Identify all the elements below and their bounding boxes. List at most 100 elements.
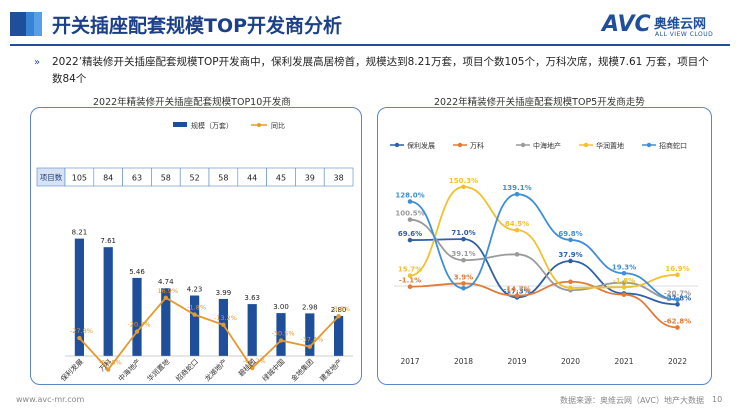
x-tick-label: 2021 bbox=[614, 357, 633, 366]
growth-point bbox=[163, 295, 168, 300]
series-point bbox=[461, 257, 466, 263]
bar-value-label: 4.23 bbox=[187, 286, 203, 294]
project-count-value: 58 bbox=[218, 174, 228, 183]
bar bbox=[247, 304, 257, 356]
category-label: 招商蛇口 bbox=[174, 357, 200, 383]
series-point bbox=[568, 258, 573, 264]
series-point bbox=[621, 292, 627, 298]
series-point bbox=[514, 293, 520, 299]
summary-text: 2022’精装修开关插座配套规模TOP开发商中，保利发展高居榜首，规模达到8.2… bbox=[52, 56, 709, 85]
series-point bbox=[621, 284, 627, 290]
series-point bbox=[568, 237, 573, 243]
legend-line-label: 同比 bbox=[271, 121, 285, 130]
growth-label: -27.8% bbox=[70, 327, 93, 335]
legend-bar-label: 规模（万套） bbox=[191, 121, 233, 130]
series-point bbox=[568, 279, 573, 285]
series-value-label: -20.7% bbox=[664, 290, 691, 298]
bar bbox=[218, 298, 229, 356]
page-number: 10 bbox=[712, 395, 723, 404]
x-tick-label: 2020 bbox=[561, 357, 580, 366]
logo-brand-text: AVC bbox=[602, 12, 651, 37]
series-value-label: 16.9% bbox=[665, 265, 689, 273]
category-label: 华润置地 bbox=[145, 357, 171, 383]
series-point bbox=[621, 280, 627, 285]
growth-label: 16.9% bbox=[157, 287, 178, 295]
series-point bbox=[461, 281, 466, 286]
page-title: 开关插座配套规模TOP开发商分析 bbox=[52, 15, 343, 37]
x-tick-label: 2019 bbox=[507, 357, 526, 366]
series-point bbox=[514, 252, 520, 257]
series-point bbox=[675, 297, 680, 302]
growth-point bbox=[221, 322, 226, 328]
growth-point bbox=[77, 335, 82, 341]
series-point bbox=[621, 270, 627, 276]
growth-point bbox=[278, 338, 284, 343]
growth-label: -1.8% bbox=[187, 304, 206, 312]
x-tick-label: 2017 bbox=[400, 357, 419, 366]
series-value-label: 19.3% bbox=[612, 263, 636, 271]
title-accent-block-secondary bbox=[26, 12, 42, 36]
project-count-value: 63 bbox=[132, 174, 142, 183]
project-count-value: 84 bbox=[103, 174, 113, 183]
project-count-value: 52 bbox=[190, 174, 200, 183]
series-point bbox=[407, 273, 413, 278]
right-chart-title: 2022年精装修开关插座配套规模TOP5开发商走势 bbox=[434, 97, 645, 108]
bar-value-label: 2.80 bbox=[331, 306, 347, 314]
category-label: 保利发展 bbox=[59, 357, 85, 383]
series-point bbox=[407, 237, 413, 243]
bar bbox=[305, 313, 315, 356]
left-chart-panel: 2022年精装修开关插座配套规模TOP10开发商 规模（万套） 同比 项目数 105 8… bbox=[30, 97, 362, 385]
legend-series-label: 万科 bbox=[470, 141, 484, 150]
legend-line-marker bbox=[257, 123, 261, 127]
bar-value-label: 5.46 bbox=[129, 268, 145, 276]
x-tick-label: 2018 bbox=[454, 357, 473, 366]
project-count-value: 58 bbox=[161, 174, 171, 183]
series-value-label: 37.9% bbox=[558, 251, 582, 259]
series-point bbox=[514, 227, 520, 233]
logo-en-text: ALL VIEW CLOUD bbox=[655, 31, 714, 38]
series-value-label: -14.7% bbox=[503, 286, 530, 294]
legend-series-label: 华润置地 bbox=[596, 141, 624, 150]
series-value-label: 139.1% bbox=[502, 184, 531, 192]
logo-cn-text: 奥维云网 bbox=[654, 17, 707, 32]
legend-series-label: 保利发展 bbox=[407, 141, 435, 150]
footer-source: 数据来源：奥维云网（AVC）地产大数据 bbox=[560, 396, 705, 405]
bar bbox=[132, 277, 142, 356]
growth-label: -13.2% bbox=[214, 314, 237, 322]
series-value-label: -17.3% bbox=[503, 287, 530, 295]
project-count-value: 38 bbox=[334, 174, 344, 183]
bar bbox=[189, 295, 200, 356]
bar-value-label: 3.99 bbox=[216, 289, 232, 297]
growth-point bbox=[106, 367, 111, 372]
series-value-label: 100.5% bbox=[395, 210, 424, 218]
left-chart-title: 2022年精装修开关插座配套规模TOP10开发商 bbox=[93, 97, 291, 108]
bar-value-label: 4.74 bbox=[158, 278, 174, 286]
bar-value-label: 3.63 bbox=[244, 294, 260, 302]
series-value-label: -1.8% bbox=[613, 277, 635, 285]
series-point bbox=[461, 184, 466, 190]
series-point bbox=[461, 286, 466, 291]
project-count-value: 39 bbox=[305, 174, 315, 183]
project-count-value: 44 bbox=[247, 174, 257, 183]
series-value-label: 71.0% bbox=[451, 229, 475, 237]
series-point bbox=[407, 199, 413, 204]
project-count-value: 45 bbox=[276, 174, 286, 183]
bar bbox=[333, 315, 344, 356]
series-value-label: -62.8% bbox=[664, 317, 691, 325]
bar bbox=[74, 238, 85, 356]
legend-series-label: 中海地产 bbox=[533, 141, 561, 150]
series-value-label: 128.0% bbox=[395, 192, 424, 200]
series-value-label: 69.8% bbox=[558, 230, 582, 238]
series-value-label: 15.7% bbox=[398, 266, 422, 274]
series-point bbox=[461, 236, 466, 242]
series-value-label: 69.6% bbox=[398, 230, 422, 238]
bar bbox=[103, 247, 113, 356]
legend-series-label: 招商蛇口 bbox=[659, 141, 687, 150]
growth-label: -20.7% bbox=[128, 321, 151, 329]
series-value-label: 3.9% bbox=[454, 273, 473, 281]
series-line bbox=[409, 218, 678, 301]
series-value-label: -1.1% bbox=[399, 277, 421, 285]
x-tick-label: 2022 bbox=[668, 357, 687, 366]
category-label: 金地集团 bbox=[289, 357, 315, 383]
